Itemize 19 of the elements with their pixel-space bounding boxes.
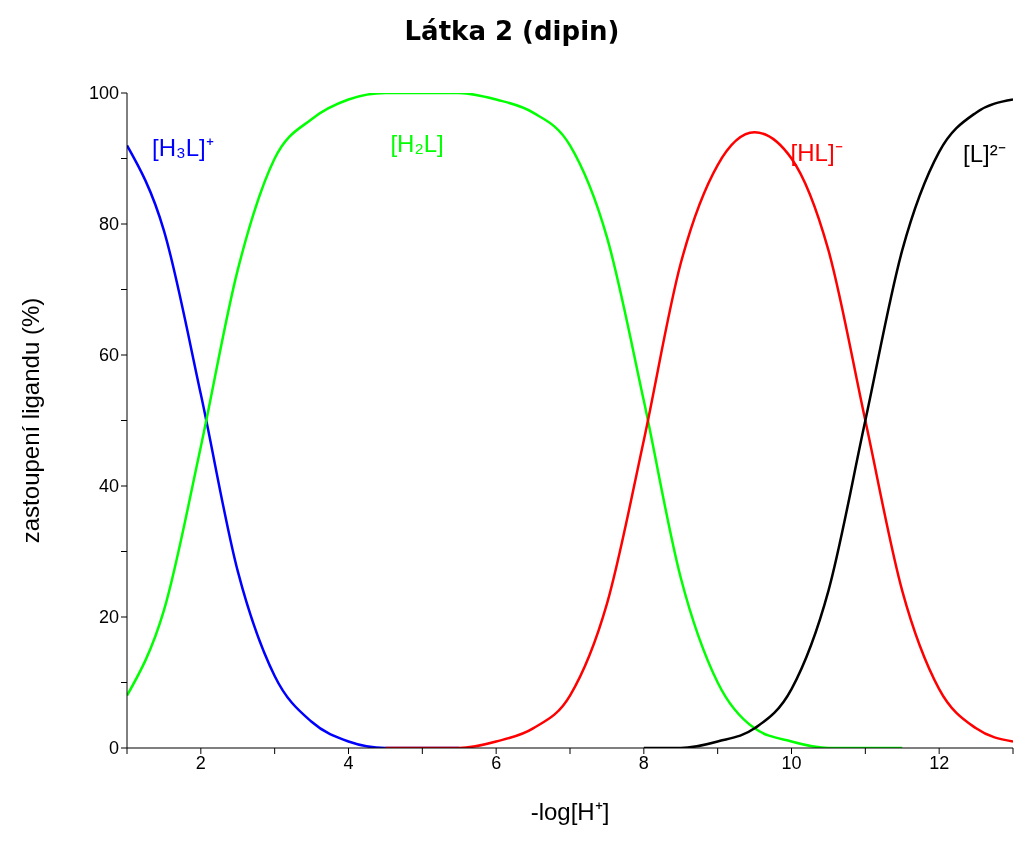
y-tick-label: 80 <box>98 214 119 235</box>
x-tick-label: 2 <box>195 752 206 773</box>
series-label: [L]²⁻ <box>963 138 1006 169</box>
series-label: [HL]⁻ <box>790 138 843 169</box>
x-axis-title: -log[H⁺] <box>530 798 610 825</box>
chart-title: Látka 2 (dipin) <box>403 16 621 46</box>
x-tick-label: 6 <box>491 752 502 773</box>
series-label: [H₃L]⁺ <box>152 133 214 164</box>
x-tick-label: 4 <box>343 752 354 773</box>
series-label: [H₂L] <box>390 130 444 158</box>
y-axis-title: zastoupení ligandu (%) <box>16 297 44 544</box>
y-tick-label: 100 <box>88 83 119 104</box>
x-tick-label: 12 <box>929 752 950 773</box>
x-tick-label: 10 <box>781 752 802 773</box>
y-tick-label: 40 <box>98 476 119 497</box>
x-tick-label: 8 <box>638 752 649 773</box>
y-tick-label: 0 <box>108 738 119 759</box>
y-tick-label: 20 <box>98 607 119 628</box>
y-tick-label: 60 <box>98 345 119 366</box>
